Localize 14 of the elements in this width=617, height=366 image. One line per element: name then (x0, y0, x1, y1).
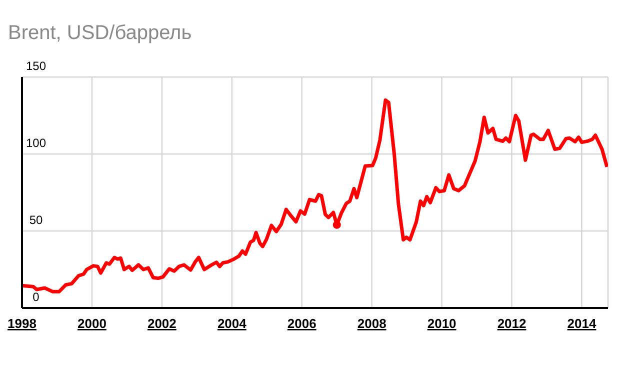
x-tick-label: 2014 (567, 316, 597, 331)
x-tick-label: 2008 (357, 316, 386, 331)
chart-title: Brent, USD/баррель (8, 22, 192, 45)
y-tick-label: 0 (32, 290, 40, 304)
x-tick-label: 2000 (78, 316, 106, 331)
x-tick-label: 2002 (147, 316, 176, 331)
x-tick-label: 2012 (497, 316, 526, 331)
x-tick-label: 2006 (287, 316, 316, 331)
x-tick-label: 1998 (8, 316, 36, 331)
y-tick-label: 50 (29, 213, 43, 227)
x-tick-label: 2004 (217, 316, 248, 331)
y-tick-label: 150 (26, 59, 46, 73)
y-tick-label: 100 (26, 136, 46, 150)
x-tick-label: 2010 (427, 316, 456, 331)
